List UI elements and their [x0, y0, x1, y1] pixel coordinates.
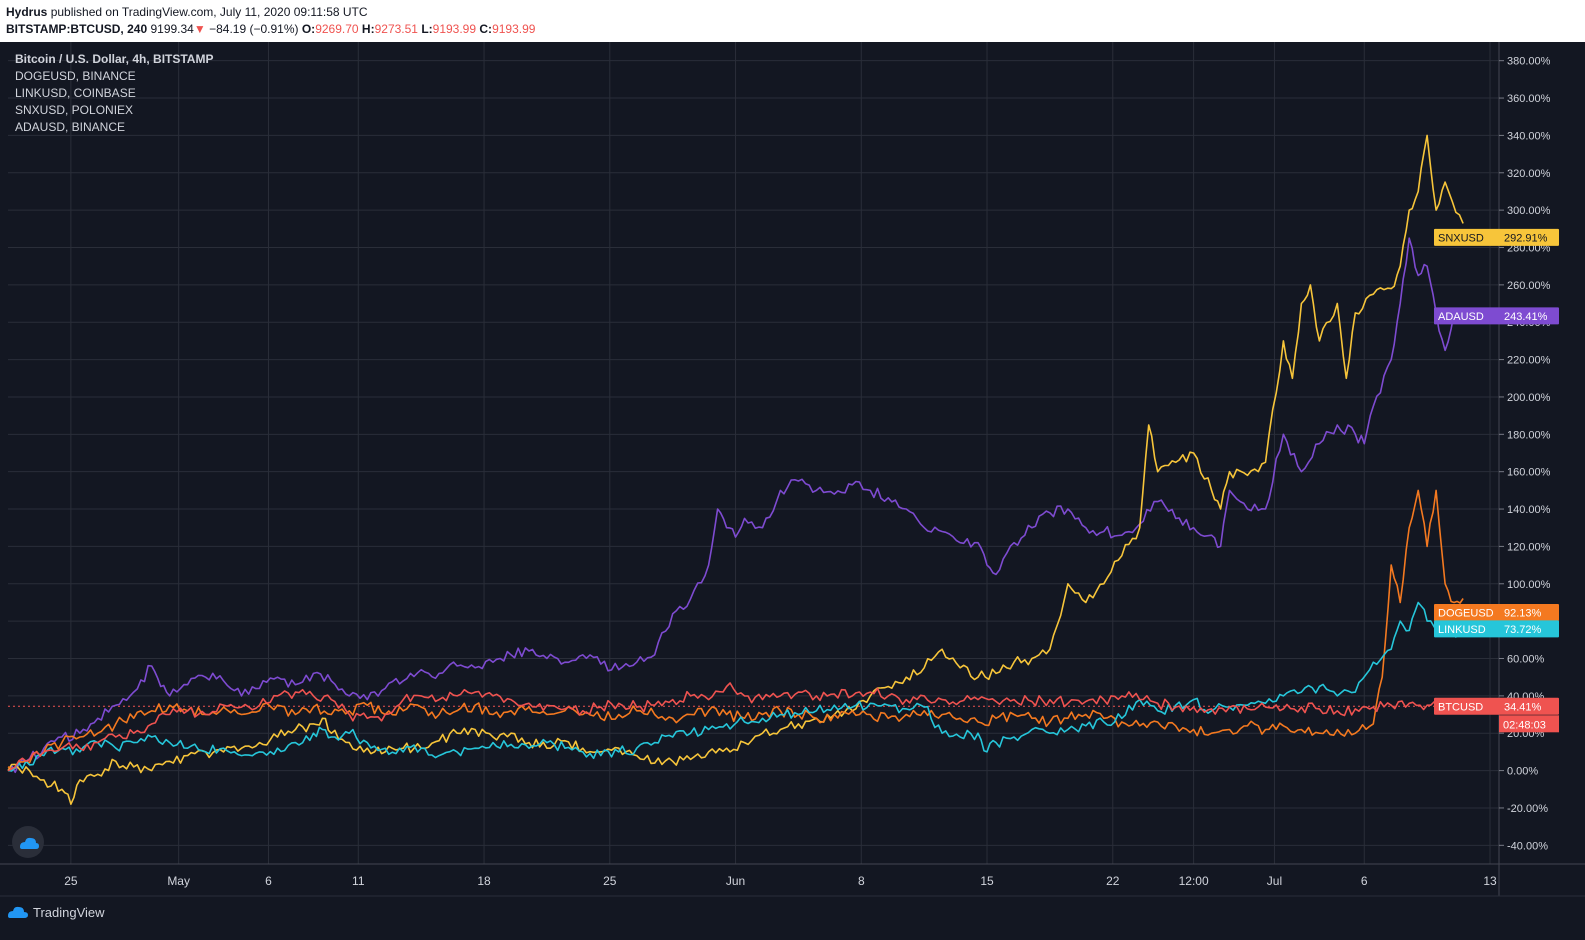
x-tick-label: 12:00 — [1179, 874, 1209, 888]
x-tick-label: Jul — [1267, 874, 1282, 888]
comparison-chart[interactable]: 380.00%360.00%340.00%320.00%300.00%280.0… — [0, 42, 1585, 897]
badge-symbol-linkusd: LINKUSD — [1438, 624, 1486, 636]
y-tick-label: 120.00% — [1507, 541, 1551, 553]
down-arrow-icon: ▼ — [193, 22, 206, 36]
x-tick-label: 22 — [1106, 874, 1120, 888]
y-tick-label: 260.00% — [1507, 280, 1551, 292]
last-price: 9199.34 — [150, 22, 194, 36]
series-line-dogeusd — [7, 489, 1464, 770]
series-line-linkusd — [7, 601, 1464, 772]
badge-symbol-dogeusd: DOGEUSD — [1438, 607, 1494, 619]
badge-value-snxusd: 292.91% — [1504, 232, 1548, 244]
last-value-badge-linkusd — [1434, 620, 1559, 638]
x-tick-label: Jun — [726, 874, 745, 888]
ohlc-line: BITSTAMP:BTCUSD, 240 9199.34▼ −84.19 (−0… — [6, 22, 535, 37]
close-value: 9193.99 — [492, 22, 536, 36]
x-tick-label: May — [167, 874, 190, 888]
series-line-btcusd — [7, 682, 1464, 772]
y-tick-label: 300.00% — [1507, 205, 1551, 217]
y-tick-label: 60.00% — [1507, 654, 1545, 666]
legend-adausd[interactable]: ADAUSD, BINANCE — [15, 120, 126, 134]
badge-value-btcusd: 34.41% — [1504, 701, 1542, 713]
countdown-badge — [1499, 715, 1559, 733]
chart-grid — [8, 42, 1499, 864]
y-tick-label: -40.00% — [1507, 840, 1548, 852]
y-tick-label: 220.00% — [1507, 355, 1551, 367]
x-tick-label: 15 — [980, 874, 994, 888]
cloud-icon — [20, 837, 39, 849]
publish-info: Hydrus published on TradingView.com, Jul… — [6, 5, 368, 20]
countdown-text: 02:48:03 — [1503, 719, 1546, 731]
low-value: 9193.99 — [432, 22, 477, 36]
badge-symbol-btcusd: BTCUSD — [1438, 701, 1483, 713]
author-name[interactable]: Hydrus — [6, 5, 48, 19]
y-tick-label: 380.00% — [1507, 56, 1551, 68]
y-tick-label: 140.00% — [1507, 504, 1551, 516]
published-text: published on TradingView.com, July 11, 2… — [50, 5, 368, 19]
series-lines — [7, 134, 1464, 805]
y-tick-label: 180.00% — [1507, 429, 1551, 441]
y-tick-label: 100.00% — [1507, 579, 1551, 591]
y-tick-label: 320.00% — [1507, 168, 1551, 180]
publish-header: Hydrus published on TradingView.com, Jul… — [0, 0, 1585, 42]
badge-value-linkusd: 73.72% — [1504, 624, 1542, 636]
x-tick-label: 11 — [352, 874, 365, 888]
last-value-badge-adausd — [1434, 307, 1559, 325]
x-tick-label: 6 — [1361, 874, 1368, 888]
x-tick-label: 6 — [265, 874, 272, 888]
open-label: O: — [301, 22, 316, 36]
y-tick-label: 0.00% — [1507, 766, 1538, 778]
y-tick-label: 360.00% — [1507, 93, 1551, 105]
x-axis-ticks: 25 May 6 11 18 25 Jun 8 15 22 12:00 Jul 6 13 — [64, 874, 1497, 888]
badge-value-dogeusd: 92.13% — [1504, 607, 1542, 619]
legend-snxusd[interactable]: SNXUSD, POLONIEX — [15, 103, 134, 117]
tradingview-logo-button[interactable] — [12, 826, 44, 858]
x-tick-label: 8 — [858, 874, 865, 888]
last-value-badges: ADAUSD 243.41% SNXUSD 292.91% DOGEUSD 92.13% L… — [1434, 228, 1559, 733]
close-label: C: — [479, 22, 493, 36]
series-line-adausd — [7, 237, 1464, 774]
y-tick-label: 160.00% — [1507, 467, 1551, 479]
plot-area — [8, 42, 1499, 864]
last-value-badge-btcusd — [1434, 697, 1559, 715]
last-value-badge-snxusd — [1434, 228, 1559, 246]
price-change: −84.19 (−0.91%) — [209, 22, 299, 36]
y-tick-label: 200.00% — [1507, 392, 1551, 404]
tradingview-cloud-icon — [8, 906, 28, 918]
footer-brand[interactable]: TradingView — [33, 905, 105, 920]
last-value-badge-dogeusd — [1434, 603, 1559, 621]
x-tick-label: 18 — [477, 874, 491, 888]
y-tick-label: -20.00% — [1507, 803, 1548, 815]
badge-symbol-snxusd: SNXUSD — [1438, 232, 1484, 244]
x-tick-label: 13 — [1483, 874, 1497, 888]
series-line-snxusd — [7, 134, 1464, 805]
y-tick-label: 340.00% — [1507, 130, 1551, 142]
legend-dogeusd[interactable]: DOGEUSD, BINANCE — [15, 69, 136, 83]
high-label: H: — [361, 22, 375, 36]
footer: TradingView — [0, 897, 1585, 940]
y-axis-ticks: 380.00%360.00%340.00%320.00%300.00%280.0… — [1499, 56, 1551, 852]
badge-value-adausd: 243.41% — [1504, 311, 1548, 323]
x-tick-label: 25 — [64, 874, 78, 888]
legend-btcusd[interactable]: Bitcoin / U.S. Dollar, 4h, BITSTAMP — [15, 52, 214, 66]
symbol-label: BITSTAMP:BTCUSD, 240 — [6, 22, 148, 36]
open-value: 9269.70 — [315, 22, 359, 36]
low-label: L: — [421, 22, 433, 36]
high-value: 9273.51 — [374, 22, 418, 36]
badge-symbol-adausd: ADAUSD — [1438, 311, 1484, 323]
legend-linkusd[interactable]: LINKUSD, COINBASE — [15, 86, 136, 100]
chart-axes — [0, 42, 1585, 897]
x-tick-label: 25 — [603, 874, 617, 888]
